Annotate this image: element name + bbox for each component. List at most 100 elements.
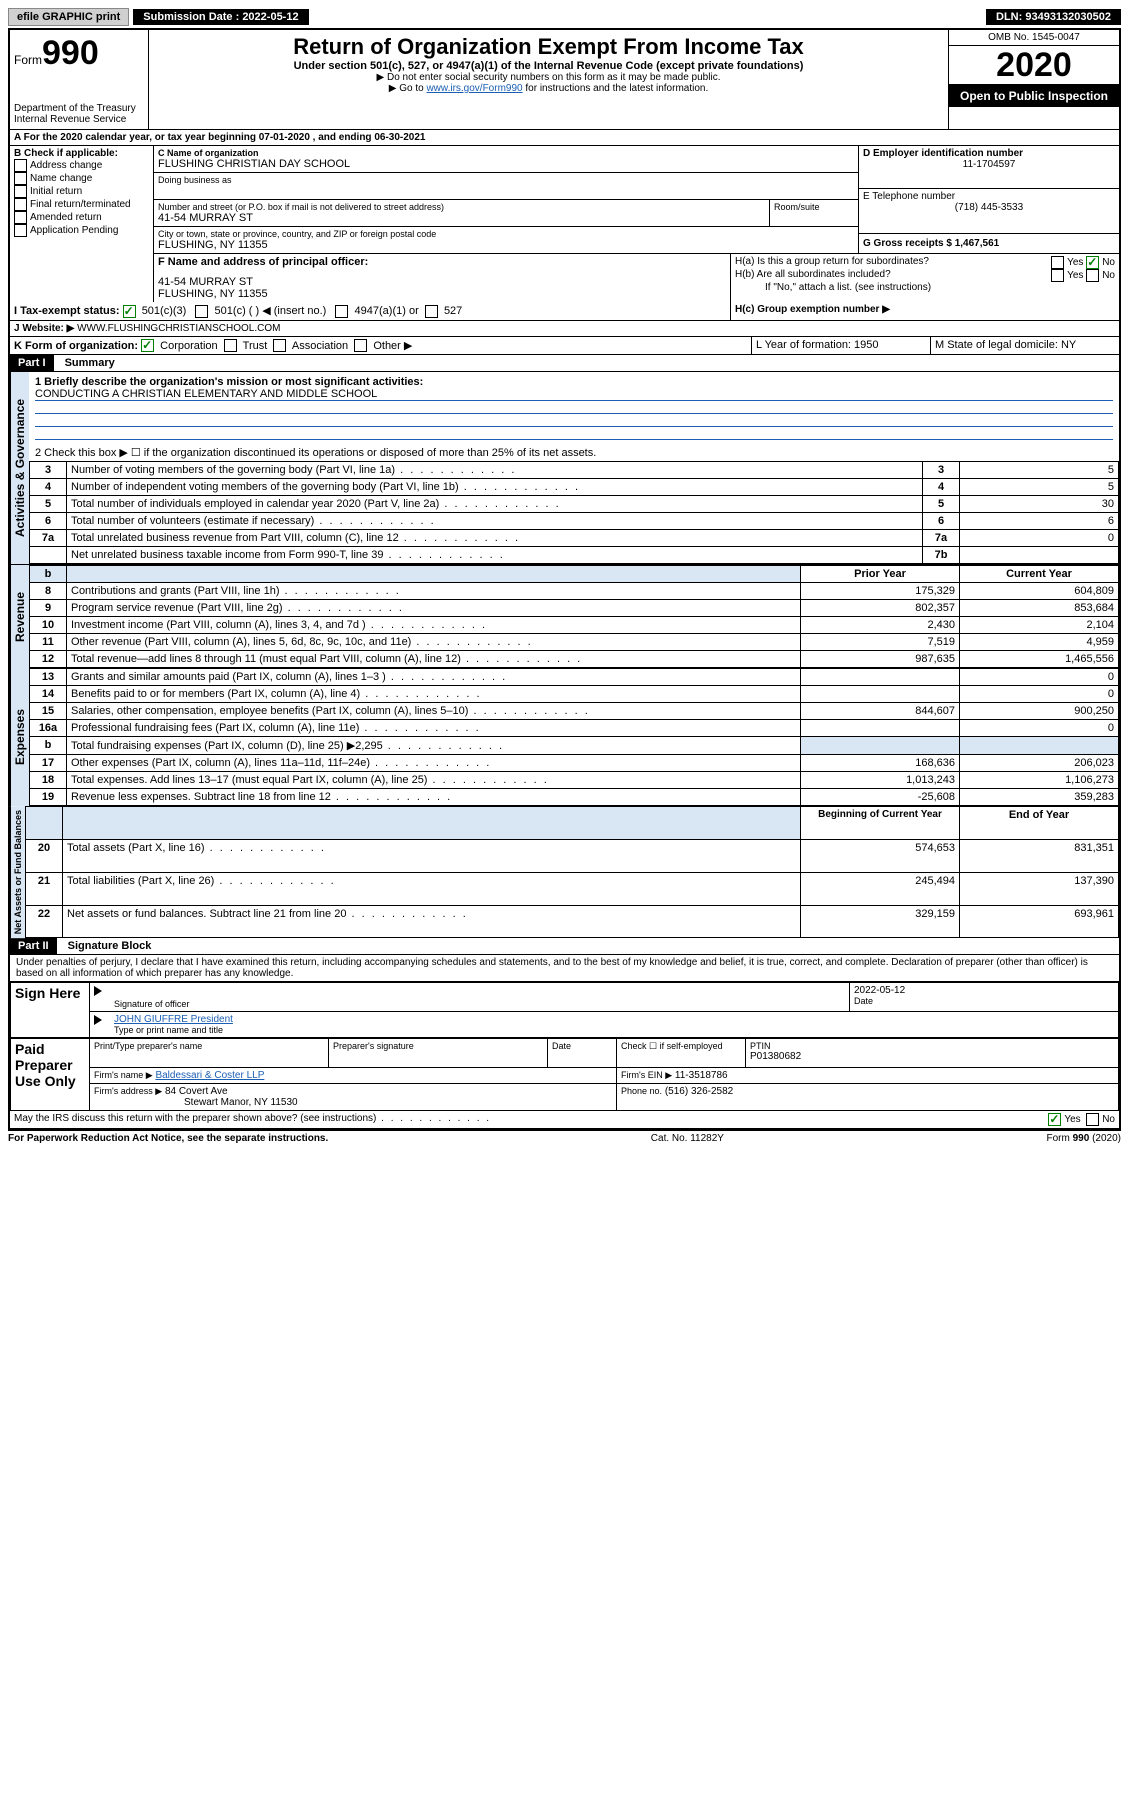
irs-link[interactable]: www.irs.gov/Form990 [426, 83, 522, 94]
firm-ein-label: Firm's EIN ▶ [621, 1070, 672, 1080]
mission: CONDUCTING A CHRISTIAN ELEMENTARY AND MI… [35, 388, 1113, 401]
arrow-icon [94, 986, 102, 996]
firm-addr1: 84 Covert Ave [165, 1086, 228, 1097]
c-name-label: C Name of organization [158, 148, 854, 158]
topbar: efile GRAPHIC print Submission Date : 20… [8, 8, 1121, 26]
section-klm: K Form of organization: Corporation Trus… [10, 337, 1119, 356]
sign-here-table: Sign Here Signature of officer 2022-05-1… [10, 982, 1119, 1038]
b-check[interactable] [14, 224, 27, 237]
firm-addr2: Stewart Manor, NY 11530 [94, 1097, 298, 1108]
table-header: Beginning of Current YearEnd of Year [26, 807, 1119, 840]
netassets-table: Beginning of Current YearEnd of Year20To… [25, 806, 1119, 938]
i-501c3-check[interactable] [123, 305, 136, 318]
table-row: 14Benefits paid to or for members (Part … [30, 686, 1119, 703]
dba-label: Doing business as [158, 175, 854, 185]
hb-label: H(b) Are all subordinates included? [735, 269, 891, 282]
check-self: Check ☐ if self-employed [617, 1039, 746, 1068]
dept-treasury: Department of the Treasury Internal Reve… [14, 103, 144, 125]
prep-name-label: Print/Type preparer's name [94, 1041, 324, 1051]
prep-date-label: Date [552, 1041, 612, 1051]
note-post: for instructions and the latest informat… [523, 83, 709, 94]
hb-no[interactable] [1086, 269, 1099, 282]
section-j: J Website: ▶ WWW.FLUSHINGCHRISTIANSCHOOL… [10, 321, 1119, 337]
hb-yes[interactable] [1051, 269, 1064, 282]
form-title: Return of Organization Exempt From Incom… [153, 34, 944, 60]
i-label: I Tax-exempt status: [14, 305, 120, 317]
k-other: Other ▶ [373, 340, 412, 352]
table-row: 19Revenue less expenses. Subtract line 1… [30, 789, 1119, 806]
k-trust: Trust [243, 340, 268, 352]
pra-notice: For Paperwork Reduction Act Notice, see … [8, 1133, 328, 1144]
type-name-label: Type or print name and title [114, 1025, 1114, 1035]
firm-ein: 11-3518786 [675, 1070, 728, 1081]
l1-label: 1 Briefly describe the organization's mi… [35, 376, 1113, 388]
k-other-check[interactable] [354, 339, 367, 352]
efile-btn[interactable]: efile GRAPHIC print [8, 8, 129, 26]
submission-date: Submission Date : 2022-05-12 [133, 9, 308, 25]
k-trust-check[interactable] [224, 339, 237, 352]
table-row: 20Total assets (Part X, line 16)574,6538… [26, 839, 1119, 872]
hb-note: If "No," attach a list. (see instruction… [735, 282, 1115, 293]
i-501c-check[interactable] [195, 305, 208, 318]
dln: DLN: 93493132030502 [986, 9, 1121, 25]
no3: No [1102, 1115, 1115, 1126]
b-check[interactable] [14, 172, 27, 185]
section-bcd-row1: B Check if applicable: Address changeNam… [10, 146, 1119, 254]
j-label: J Website: ▶ [14, 323, 74, 334]
table-header: bPrior YearCurrent Year [30, 566, 1119, 583]
d-label: D Employer identification number [863, 148, 1115, 159]
b-check[interactable] [14, 211, 27, 224]
website: WWW.FLUSHINGCHRISTIANSCHOOL.COM [77, 323, 280, 334]
sig-date: 2022-05-12 [854, 985, 1114, 996]
footer: For Paperwork Reduction Act Notice, see … [8, 1131, 1121, 1144]
b-option: Application Pending [14, 224, 149, 237]
officer-name: JOHN GIUFFRE President [114, 1014, 1114, 1025]
tab-expenses: Expenses [10, 668, 29, 806]
ha-no[interactable] [1086, 256, 1099, 269]
may-irs: May the IRS discuss this return with the… [14, 1113, 491, 1126]
part1-subtitle: Summary [57, 357, 115, 369]
table-row: 15Salaries, other compensation, employee… [30, 703, 1119, 720]
open-public: Open to Public Inspection [949, 85, 1119, 107]
form-number: 990 [42, 34, 99, 72]
e-label: E Telephone number [863, 191, 1115, 202]
i-527-check[interactable] [425, 305, 438, 318]
table-row: 10Investment income (Part VIII, column (… [30, 617, 1119, 634]
part1-title: Part I [10, 355, 54, 371]
ptin-label: PTIN [750, 1041, 1114, 1051]
i-4947-check[interactable] [335, 305, 348, 318]
i-501c: 501(c) ( ) ◀ (insert no.) [215, 305, 327, 317]
note-ssn: ▶ Do not enter social security numbers o… [153, 72, 944, 83]
tab-governance: Activities & Governance [10, 372, 29, 564]
b-check[interactable] [14, 185, 27, 198]
telephone: (718) 445-3533 [863, 202, 1115, 213]
l-year: L Year of formation: 1950 [752, 337, 931, 356]
room-label: Room/suite [769, 200, 858, 226]
k-assoc-check[interactable] [273, 339, 286, 352]
irs-yes[interactable] [1048, 1113, 1061, 1126]
k-label: K Form of organization: [14, 340, 138, 352]
omb-number: OMB No. 1545-0047 [949, 30, 1119, 46]
officer-addr1: 41-54 MURRAY ST [158, 276, 726, 288]
irs-no[interactable] [1086, 1113, 1099, 1126]
b-check[interactable] [14, 198, 27, 211]
b-check[interactable] [14, 159, 27, 172]
part1-header: Part I Summary [10, 355, 1119, 372]
k-corp-check[interactable] [141, 339, 154, 352]
paid-preparer-table: Paid Preparer Use Only Print/Type prepar… [10, 1038, 1119, 1111]
form-subtitle: Under section 501(c), 527, or 4947(a)(1)… [153, 60, 944, 72]
no-text: No [1102, 257, 1115, 268]
line2: 2 Check this box ▶ ☐ if the organization… [29, 444, 1119, 461]
tab-revenue: Revenue [10, 565, 29, 668]
expenses-table: 13Grants and similar amounts paid (Part … [29, 668, 1119, 806]
b-option: Final return/terminated [14, 198, 149, 211]
table-row: bTotal fundraising expenses (Part IX, co… [30, 737, 1119, 755]
section-fh-row: F Name and address of principal officer:… [10, 254, 1119, 302]
part2-header: Part II Signature Block [10, 938, 1119, 955]
revenue-table: bPrior YearCurrent Year8Contributions an… [29, 565, 1119, 668]
g-gross-receipts: G Gross receipts $ 1,467,561 [863, 238, 999, 249]
i-527: 527 [444, 305, 462, 317]
phone-label: Phone no. [621, 1086, 662, 1096]
ha-yes[interactable] [1051, 256, 1064, 269]
table-row: 21Total liabilities (Part X, line 26)245… [26, 872, 1119, 905]
